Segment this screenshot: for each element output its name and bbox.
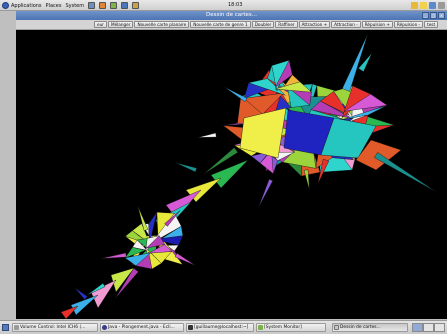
window-toolbar: eur Mélanger Nouvelle carte planaire Nou… [16, 20, 447, 30]
map-drawing [60, 34, 436, 319]
map-face [319, 91, 350, 116]
map-face [344, 93, 388, 112]
close-icon[interactable]: × [438, 12, 445, 19]
map-drawing-window: Dessin de cartes... _ □ × eur Mélanger N… [16, 11, 447, 319]
star-icon[interactable] [420, 2, 427, 9]
update-notifier-icon[interactable] [411, 2, 418, 9]
workspace-2[interactable] [423, 323, 434, 332]
menu-system-label: System [65, 2, 85, 9]
window-titlebar[interactable]: Dessin de cartes... _ □ × [16, 11, 447, 20]
map-canvas[interactable] [16, 30, 447, 319]
map-spike [137, 206, 149, 231]
panel-clock[interactable]: 18:03 [228, 2, 243, 8]
workspace-1[interactable] [412, 323, 423, 332]
map-spike [203, 147, 239, 175]
map-face [341, 105, 388, 120]
map-spike [342, 34, 368, 92]
network-icon[interactable] [429, 2, 436, 9]
menu-applications[interactable]: Applications [2, 2, 42, 9]
map-spike [164, 210, 181, 227]
test-button[interactable]: test [424, 21, 439, 28]
task-map-drawing[interactable]: Dessin de cartes... [332, 323, 408, 332]
double-button[interactable]: Doubler [251, 21, 275, 28]
map-spike [115, 267, 139, 299]
new-genus-one-map-button[interactable]: Nouvelle carte de genre 1 [190, 21, 251, 28]
attraction-minus-button[interactable]: Attraction - [331, 21, 361, 28]
task-system-monitor[interactable]: [System Monitor] [256, 323, 326, 332]
refine-button[interactable]: Raffiner [275, 21, 298, 28]
top-panel-menus: Applications Places System [2, 1, 140, 10]
menu-system[interactable]: System [65, 3, 84, 9]
minimize-icon[interactable]: _ [422, 12, 429, 19]
shuffle-button[interactable]: Mélanger [107, 21, 134, 28]
map-face [145, 235, 166, 249]
task-terminal[interactable]: [guillaume@localhost:~] [186, 323, 254, 332]
map-spike [374, 152, 436, 192]
eclipse-icon [102, 325, 107, 330]
task-label: Java - Plongement.java - Ecli... [108, 324, 175, 330]
task-volume-control[interactable]: Volume Control: Intel ICH6 (... [12, 323, 98, 332]
map-face [124, 252, 152, 267]
show-desktop-icon[interactable] [2, 324, 9, 331]
speaker-icon [14, 325, 19, 330]
system-monitor-icon [258, 325, 263, 330]
map-face [243, 92, 284, 115]
map-face [274, 59, 293, 88]
map-face [148, 244, 173, 254]
map-face [124, 247, 147, 259]
task-label: [System Monitor] [264, 324, 302, 330]
map-spike [174, 252, 196, 266]
new-planar-map-button[interactable]: Nouvelle carte planaire [134, 21, 190, 28]
map-face [132, 239, 148, 251]
repulsion-plus-button[interactable]: Répulsion + [361, 21, 393, 28]
java-app-icon [334, 325, 339, 330]
bottom-panel: Volume Control: Intel ICH6 (... Java - P… [0, 320, 447, 334]
window-controls: _ □ × [422, 12, 445, 19]
monitor-launcher-icon[interactable] [110, 2, 118, 9]
map-spike [101, 252, 127, 259]
map-face [310, 100, 353, 119]
menu-applications-label: Applications [11, 2, 42, 9]
eur-button[interactable]: eur [94, 21, 107, 28]
terminal-icon [188, 325, 193, 330]
task-label: Dessin de cartes... [340, 324, 381, 330]
map-face [60, 305, 79, 319]
menu-places-label: Places [45, 2, 62, 9]
map-face [286, 86, 311, 108]
map-spike [358, 53, 372, 72]
repulsion-minus-button[interactable]: Répulsion - [393, 21, 424, 28]
map-face [275, 81, 313, 93]
file-manager-launcher-icon[interactable] [121, 2, 129, 9]
gnome-foot-icon [2, 2, 9, 9]
task-label: Volume Control: Intel ICH6 (... [20, 324, 86, 330]
notification-area [411, 1, 445, 10]
map-spike [175, 162, 197, 173]
top-panel: Applications Places System 18:03 [0, 0, 447, 11]
map-face [153, 235, 184, 246]
map-spike [224, 86, 248, 102]
map-face [239, 107, 287, 159]
menu-places[interactable]: Places [46, 3, 62, 9]
attraction-plus-button[interactable]: Attraction + [298, 21, 331, 28]
browser-launcher-icon[interactable] [99, 2, 107, 9]
map-face [259, 149, 274, 175]
map-spike [303, 169, 310, 190]
editor-launcher-icon[interactable] [132, 2, 140, 9]
maximize-icon[interactable]: □ [430, 12, 437, 19]
map-spike [198, 132, 217, 138]
trash-icon[interactable] [434, 323, 445, 332]
volume-icon[interactable] [438, 2, 445, 9]
task-label: [guillaume@localhost:~] [194, 324, 249, 330]
map-spike [74, 287, 88, 300]
terminal-launcher-icon[interactable] [88, 2, 96, 9]
map-spike [317, 158, 330, 184]
task-eclipse[interactable]: Java - Plongement.java - Ecli... [100, 323, 184, 332]
map-face [132, 223, 151, 244]
map-spike [86, 283, 106, 296]
map-spike [258, 178, 274, 208]
window-title: Dessin de cartes... [205, 12, 258, 18]
